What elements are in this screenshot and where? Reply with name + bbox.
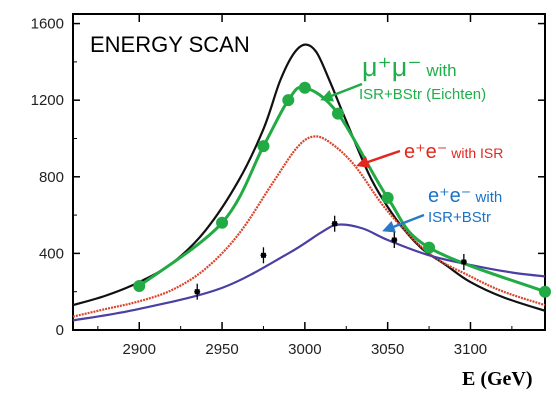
error-point-marker (194, 289, 200, 295)
plot-frame (72, 13, 546, 331)
y-tick-label: 800 (39, 169, 64, 186)
mumu-data-point (331, 107, 344, 120)
error-point-marker (391, 237, 397, 243)
x-tick-label: 3050 (371, 341, 404, 358)
error-point-marker (260, 252, 266, 258)
arrow-ee-isr (356, 149, 401, 168)
y-tick-label: 400 (39, 245, 64, 262)
annotation-ee-isr: e⁺e⁻ with ISR (404, 141, 503, 163)
y-tick-label: 0 (56, 322, 64, 339)
annotation-mumu-with: with (422, 61, 457, 80)
annotation-ee-isr-bstr-line1: e⁺e⁻ with (428, 185, 502, 207)
annotation-ee-isr-bstr-line2: ISR+BStr (428, 209, 491, 226)
x-tick-label: 3000 (288, 341, 321, 358)
chart-title: ENERGY SCAN (90, 32, 250, 57)
mumu-data-point (257, 140, 270, 153)
y-axis: 0 400 800 1200 1600 (31, 16, 545, 339)
x-axis: 2900 2950 3000 3050 3100 (97, 14, 513, 358)
y-tick-label: 1600 (31, 16, 64, 33)
mumu-data-point (381, 191, 394, 204)
series-line-blue (72, 223, 546, 322)
mumu-points (133, 81, 551, 298)
mumu-data-point (423, 241, 436, 254)
x-axis-label: E (GeV) (462, 368, 533, 390)
y-tick-label: 1200 (31, 92, 64, 109)
error-points (194, 215, 467, 300)
mumu-data-point (298, 81, 311, 94)
x-tick-label: 2900 (123, 341, 156, 358)
error-point-marker (461, 259, 467, 265)
mumu-data-point (539, 285, 551, 298)
mumu-data-point (282, 94, 295, 107)
annotation-mumu-line2: ISR+BStr (Eichten) (359, 86, 486, 103)
annotation-mumu-symbol: μ⁺μ⁻ (362, 52, 422, 82)
x-tick-label: 2950 (205, 341, 238, 358)
series-line-red (72, 135, 546, 318)
x-tick-label: 3100 (454, 341, 487, 358)
annotation-ee-isr-bstr-symbol: e⁺e⁻ (428, 185, 471, 207)
annotation-ee-isr-symbol: e⁺e⁻ (404, 141, 447, 163)
mumu-data-point (216, 216, 229, 229)
arrow-mumu (320, 82, 363, 102)
annotation-mumu-line1: μ⁺μ⁻ with (362, 52, 457, 82)
arrow-ee-isr-bstr (382, 213, 425, 233)
error-point-marker (332, 221, 338, 227)
annotation-ee-isr-rest: with ISR (447, 145, 503, 161)
annotation-ee-isr-bstr-with: with (471, 189, 502, 206)
mumu-data-point (133, 279, 146, 292)
